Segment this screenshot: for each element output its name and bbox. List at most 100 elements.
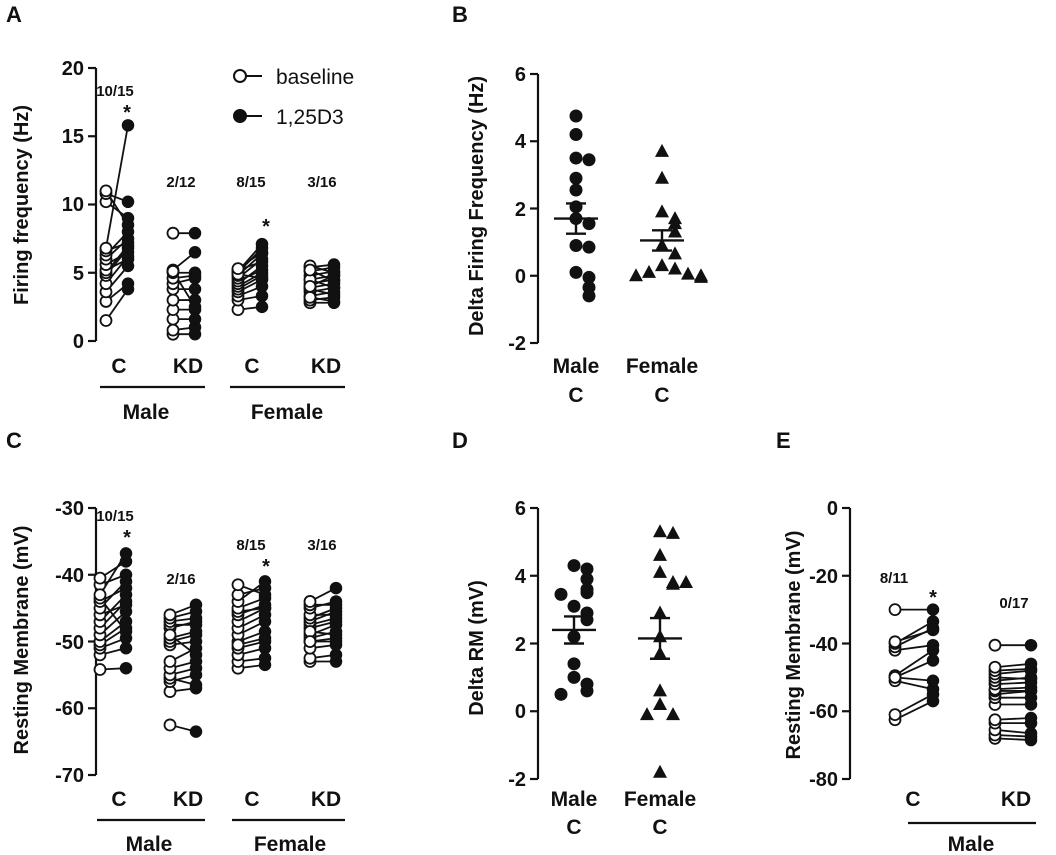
data-point [668, 224, 682, 238]
panel-a: A Firing frequency (Hz) 0 5 10 15 20 10/… [6, 2, 354, 424]
y-ticks [530, 506, 538, 781]
treated-point [121, 195, 135, 209]
y-axis-label: Resting Membrane (mV) [11, 526, 33, 755]
y-ticks [842, 506, 850, 781]
data-point [655, 204, 669, 218]
data-point [567, 670, 581, 684]
data-point [582, 270, 596, 284]
data-point [567, 559, 581, 573]
data-point [582, 240, 596, 254]
y-tick-label: 4 [515, 566, 527, 588]
treated-point [121, 218, 135, 232]
x-category-label: Male [553, 355, 600, 378]
y-ticks [530, 72, 538, 345]
y-tick-label: 0 [827, 498, 838, 520]
data-point [694, 269, 708, 283]
y-axis-label: Delta Firing Frequency (Hz) [466, 76, 488, 336]
x-category-label: C [244, 355, 259, 378]
y-tick-label: -20 [809, 566, 838, 588]
baseline-point [303, 290, 317, 304]
treated-point [926, 674, 940, 688]
baseline-point [303, 635, 317, 648]
y-tick-label: -40 [809, 634, 838, 656]
data-point [567, 657, 581, 671]
plot-area [554, 109, 708, 303]
ratio-label: 8/15 [236, 537, 265, 554]
treated-point [329, 598, 343, 612]
data-point [569, 109, 583, 123]
treated-point [121, 277, 135, 290]
ratio-label: 0/17 [999, 595, 1028, 612]
x-category-label: C [568, 384, 583, 407]
data-point [653, 683, 667, 697]
significance-star: * [262, 556, 270, 578]
y-tick-label: -2 [508, 769, 526, 791]
treated-point [121, 236, 135, 249]
baseline-point [166, 226, 180, 240]
treated-point [119, 625, 133, 638]
data-point [681, 266, 695, 280]
x-category-label: C [244, 788, 259, 811]
group-label: Female [254, 833, 326, 855]
group-label: Male [948, 833, 995, 855]
data-point [580, 572, 594, 586]
panel-c: C Resting Membrane (mV) -70 -60 -50 -40 … [6, 428, 345, 855]
pair-line [894, 700, 934, 721]
baseline-point [231, 638, 245, 652]
treated-point [255, 271, 269, 285]
data-point [655, 170, 669, 184]
treated-point [1024, 727, 1038, 740]
legend-marker-open [233, 69, 247, 83]
y-axis-label: Resting Membrane (mV) [783, 531, 805, 760]
treated-point [926, 603, 940, 616]
treated-point [258, 588, 272, 602]
x-category-label: C [111, 355, 126, 378]
data-point [668, 246, 682, 260]
data-point [653, 696, 667, 710]
y-tick-label: 2 [515, 199, 526, 221]
plot-area [888, 603, 1038, 747]
treated-point [121, 119, 135, 132]
data-point [582, 217, 596, 231]
baseline-point [988, 713, 1002, 727]
data-point [679, 575, 693, 589]
y-axis-label: Firing frequency (Hz) [11, 105, 33, 305]
treated-point [119, 568, 133, 581]
treated-point [188, 282, 202, 296]
data-point [580, 562, 594, 576]
significance-star: * [262, 216, 270, 238]
data-point [653, 564, 667, 578]
plot-area [93, 547, 343, 738]
baseline-point [99, 241, 113, 255]
x-category-label: C [111, 788, 126, 811]
baseline-point [166, 293, 180, 307]
group-label: Male [126, 833, 173, 855]
group-label: Female [251, 401, 323, 424]
y-tick-label: -80 [809, 769, 838, 791]
y-tick-label: 10 [62, 194, 84, 216]
y-tick-label: -2 [508, 333, 526, 355]
baseline-point [303, 279, 317, 293]
treated-point [329, 581, 343, 595]
treated-point [188, 266, 202, 279]
treated-point [258, 631, 272, 645]
treated-point [926, 654, 940, 667]
baseline-point [93, 571, 107, 585]
data-point [666, 707, 680, 721]
data-point [569, 265, 583, 279]
data-point [569, 151, 583, 165]
baseline-point [888, 603, 902, 617]
x-category-label: Female [624, 788, 696, 811]
y-tick-label: 5 [73, 263, 84, 285]
treated-point [119, 547, 133, 560]
baseline-point [166, 323, 180, 337]
data-point [569, 238, 583, 252]
data-point [668, 216, 682, 230]
x-category-label: KD [311, 355, 341, 378]
pair-line [894, 629, 934, 643]
legend-marker-filled [233, 109, 247, 123]
baseline-point [888, 670, 902, 684]
panel-letter: C [6, 428, 22, 453]
legend-label: baseline [276, 66, 354, 89]
data-point [569, 183, 583, 197]
